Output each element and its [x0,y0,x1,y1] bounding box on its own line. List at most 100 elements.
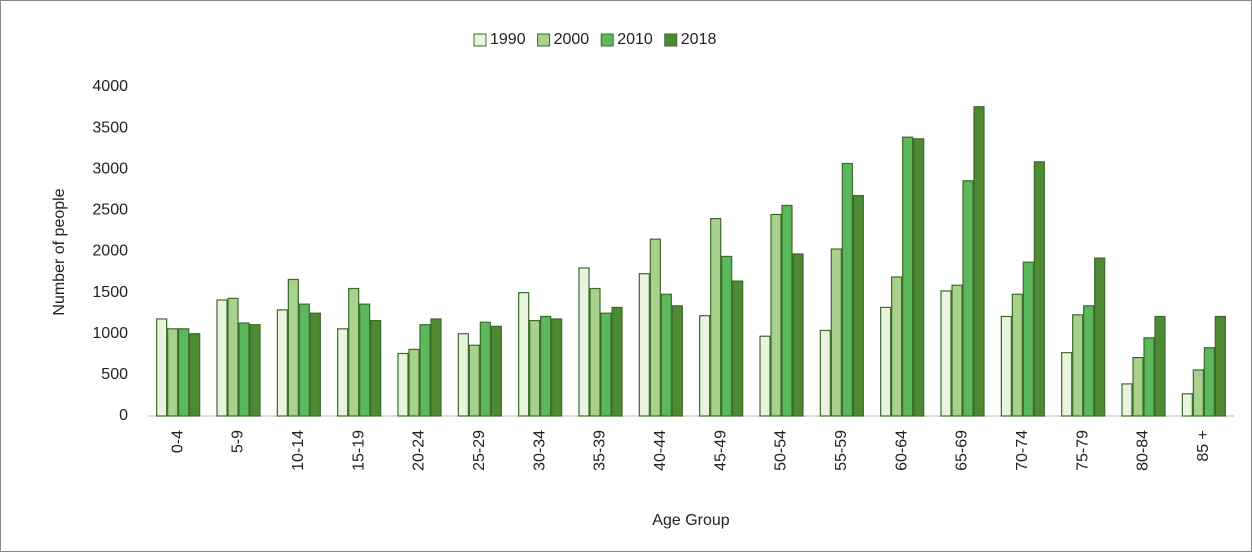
bar [1011,293,1023,417]
bar [940,290,952,417]
bar [298,303,310,417]
bar [721,255,733,417]
y-tick-label: 2000 [92,243,128,260]
x-tick-label: 75-79 [1074,430,1091,471]
bar [359,303,371,417]
x-tick-label: 5-9 [230,430,247,453]
bar [1181,393,1193,417]
x-axis-title: Age Group [652,512,729,529]
bar [973,106,985,417]
y-axis-title: Number of people [51,188,68,315]
bar [600,312,612,417]
bar [732,280,744,417]
bar [337,328,349,417]
x-tick-label: 25-29 [471,430,488,471]
y-tick-label: 0 [119,407,128,424]
bar [759,335,771,417]
y-tick-label: 3000 [92,160,128,177]
y-tick-label: 1500 [92,284,128,301]
bar [189,333,201,417]
x-tick-label: 10-14 [290,430,307,471]
bar [518,292,530,417]
bar [649,238,661,417]
x-tick-label: 15-19 [350,430,367,471]
bar [1143,337,1155,417]
bar [902,136,914,417]
y-tick-label: 500 [101,366,128,383]
x-tick-label: 55-59 [833,430,850,471]
bar [611,306,623,417]
bar [781,204,793,417]
x-tick-label: 85 + [1195,430,1212,462]
bar [419,324,431,417]
bar [880,306,892,417]
bar [1072,314,1084,417]
bar [1192,369,1204,417]
x-tick-label: 20-24 [411,430,428,471]
bar [216,299,228,417]
x-tick-label: 30-34 [531,430,548,471]
bar [468,344,480,417]
bar [287,278,299,417]
bar [578,267,590,417]
bar [408,348,420,417]
bar [770,213,782,417]
y-tick-label: 4000 [92,78,128,95]
legend-swatch [473,33,487,47]
bar [1094,257,1106,417]
x-tick-label: 45-49 [712,430,729,471]
bar [1154,315,1166,417]
bar [529,319,541,417]
x-tick-label: 60-64 [893,430,910,471]
bar [830,248,842,417]
bar [348,287,360,417]
bar [1083,305,1095,417]
bar [660,293,672,417]
x-tick-label: 80-84 [1135,430,1152,471]
bar [1121,383,1133,417]
y-tick-label: 1000 [92,325,128,342]
bar [1214,315,1226,417]
bar [962,180,974,417]
bar [156,318,168,417]
bar [852,194,864,417]
bar [430,318,442,417]
bar [699,315,711,417]
x-tick-label: 0-4 [169,430,186,453]
bar [913,138,925,417]
y-tick-label: 3500 [92,119,128,136]
bar [1203,347,1215,417]
bar [1000,315,1012,417]
bar [397,352,409,417]
legend-label: 2000 [554,31,590,48]
x-tick-label: 65-69 [954,430,971,471]
legend-swatch [600,33,614,47]
bar [540,315,552,417]
bar [891,276,903,417]
x-tick-label: 40-44 [652,430,669,471]
bar [951,284,963,417]
legend-label: 2010 [617,31,653,48]
bar [710,218,722,417]
bar [638,273,650,417]
y-tick-label: 2500 [92,202,128,219]
bar [671,305,683,417]
legend-label: 2018 [681,31,717,48]
bar [841,162,853,417]
bar [1022,261,1034,417]
bar [1033,161,1045,417]
bar [178,328,190,417]
bar [589,287,601,417]
x-tick-label: 35-39 [592,430,609,471]
bar [227,297,239,417]
bar [276,309,288,417]
bar [457,333,469,417]
bar [370,319,382,417]
bar [167,328,179,417]
x-tick-label: 50-54 [773,430,790,471]
legend-swatch [664,33,678,47]
bar [819,329,831,417]
bar [551,318,563,417]
